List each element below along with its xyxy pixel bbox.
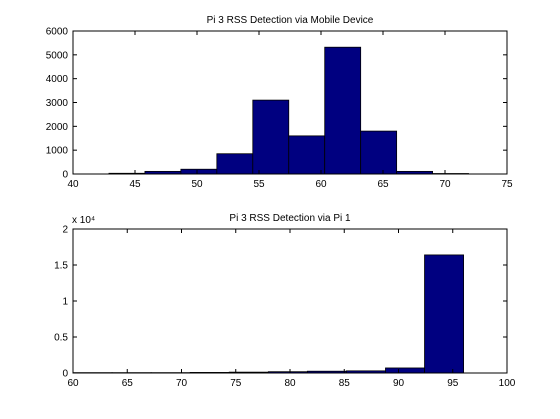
x-tick-label: 85	[339, 378, 351, 389]
y-tick-label: 2	[62, 225, 68, 236]
y-tick-label: 0	[62, 170, 68, 181]
subplot-1: 40 45 50 55 60 65 70 75 0 1000 2000 3000 4000 5000 600…	[46, 15, 513, 190]
x-tick-label: 40	[67, 179, 79, 190]
x-tick-label: 60	[315, 179, 327, 190]
y-tick-label: 1000	[46, 146, 69, 157]
y-tick-label: 4000	[46, 74, 69, 85]
y-tick-label: 6000	[46, 27, 69, 38]
x-tick-label: 95	[447, 378, 459, 389]
x-tick-label: 80	[284, 378, 296, 389]
y-tick-label: 5000	[46, 50, 69, 61]
y-tick-label: 1	[62, 297, 68, 308]
x-tick-label: 70	[176, 378, 188, 389]
histogram-bar	[324, 46, 362, 175]
subplot-2: 60 65 70 75 80 85 90 95 100 0 0.5 1 1.5 2 Pi 3 RSS Det…	[54, 213, 516, 389]
x-tick-label: 100	[499, 378, 516, 389]
x-tick-label: 50	[191, 179, 203, 190]
y-axis-exponent: x 10⁴	[72, 215, 95, 226]
chart-title: Pi 3 RSS Detection via Pi 1	[229, 213, 351, 224]
x-tick-label: 70	[439, 179, 451, 190]
plot-panels: 40 45 50 55 60 65 70 75010002000300040005000600…	[46, 15, 516, 389]
y-tick-label: 2000	[46, 122, 69, 133]
chart-title: Pi 3 RSS Detection via Mobile Device	[207, 15, 374, 26]
histogram-bar	[252, 99, 290, 175]
x-tick-label: 60	[67, 378, 79, 389]
y-tick-label: 0	[62, 369, 68, 380]
x-tick-label: 75	[230, 378, 242, 389]
histogram-bar	[385, 367, 425, 374]
histogram-bar	[424, 254, 465, 374]
histogram-bar	[360, 130, 398, 175]
y-tick-label: 3000	[46, 98, 69, 109]
x-tick-label: 55	[253, 179, 265, 190]
x-tick-label: 65	[377, 179, 389, 190]
histogram-bar	[288, 135, 326, 175]
x-tick-label: 45	[129, 179, 141, 190]
x-tick-label: 65	[122, 378, 134, 389]
y-tick-label: 0.5	[54, 333, 68, 344]
x-tick-label: 90	[393, 378, 405, 389]
histogram-bar	[216, 153, 254, 175]
y-tick-label: 1.5	[54, 261, 68, 272]
histogram-bar	[180, 168, 218, 175]
x-tick-label: 75	[501, 179, 513, 190]
